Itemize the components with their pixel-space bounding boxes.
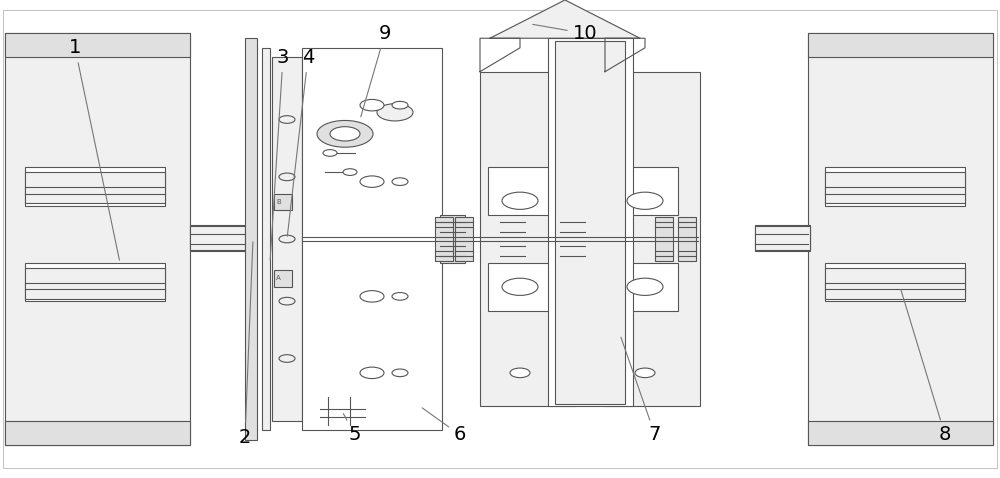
- Text: 7: 7: [621, 337, 661, 445]
- Bar: [555, 41, 625, 404]
- Text: 9: 9: [361, 24, 391, 117]
- Text: 5: 5: [343, 413, 361, 445]
- Circle shape: [392, 369, 408, 377]
- Bar: [25, 172, 165, 203]
- Text: 2: 2: [239, 242, 253, 447]
- Circle shape: [502, 278, 538, 295]
- Bar: [825, 167, 965, 206]
- Bar: [272, 57, 302, 421]
- Bar: [25, 167, 165, 206]
- Text: A: A: [276, 275, 281, 281]
- Circle shape: [635, 368, 655, 378]
- Bar: [25, 268, 165, 299]
- Bar: [825, 172, 965, 203]
- Bar: [678, 217, 696, 261]
- Circle shape: [392, 293, 408, 300]
- Bar: [560, 215, 585, 263]
- Bar: [5, 33, 190, 57]
- Bar: [808, 33, 993, 57]
- Bar: [320, 397, 365, 425]
- Polygon shape: [490, 0, 640, 38]
- Bar: [605, 72, 700, 406]
- Text: 8: 8: [901, 290, 951, 445]
- Bar: [5, 421, 190, 445]
- Bar: [274, 194, 292, 210]
- Circle shape: [360, 291, 384, 302]
- Bar: [488, 167, 553, 215]
- Circle shape: [510, 368, 530, 378]
- Bar: [25, 263, 165, 301]
- Bar: [755, 226, 810, 250]
- Circle shape: [502, 192, 538, 209]
- Bar: [262, 48, 270, 430]
- Bar: [500, 215, 525, 263]
- Bar: [315, 394, 370, 428]
- Text: 3: 3: [270, 48, 289, 260]
- Bar: [302, 48, 442, 430]
- Circle shape: [627, 192, 663, 209]
- Bar: [274, 270, 292, 287]
- Text: 1: 1: [69, 38, 119, 260]
- Bar: [613, 263, 678, 311]
- Bar: [755, 225, 810, 251]
- Bar: [315, 110, 365, 182]
- Bar: [488, 263, 553, 311]
- Bar: [190, 225, 245, 251]
- Bar: [808, 421, 993, 445]
- Bar: [340, 110, 410, 115]
- Circle shape: [323, 150, 337, 156]
- Bar: [245, 38, 257, 440]
- Circle shape: [317, 120, 373, 147]
- Circle shape: [330, 127, 360, 141]
- Circle shape: [343, 169, 357, 175]
- Bar: [440, 215, 465, 263]
- Bar: [455, 217, 473, 261]
- Circle shape: [360, 367, 384, 379]
- Bar: [5, 33, 190, 445]
- Circle shape: [627, 278, 663, 295]
- Text: 4: 4: [287, 48, 314, 236]
- Text: B: B: [276, 199, 281, 205]
- Bar: [435, 217, 453, 261]
- Bar: [480, 72, 575, 406]
- Circle shape: [392, 178, 408, 185]
- Bar: [190, 226, 245, 250]
- Text: 10: 10: [533, 24, 597, 43]
- Bar: [825, 263, 965, 301]
- Bar: [808, 33, 993, 445]
- Bar: [825, 268, 965, 299]
- Circle shape: [392, 101, 408, 109]
- Bar: [655, 217, 673, 261]
- Bar: [305, 81, 380, 201]
- Circle shape: [360, 99, 384, 111]
- Circle shape: [377, 104, 413, 121]
- Circle shape: [360, 176, 384, 187]
- Bar: [613, 167, 678, 215]
- Bar: [548, 38, 633, 406]
- Text: 6: 6: [422, 408, 466, 445]
